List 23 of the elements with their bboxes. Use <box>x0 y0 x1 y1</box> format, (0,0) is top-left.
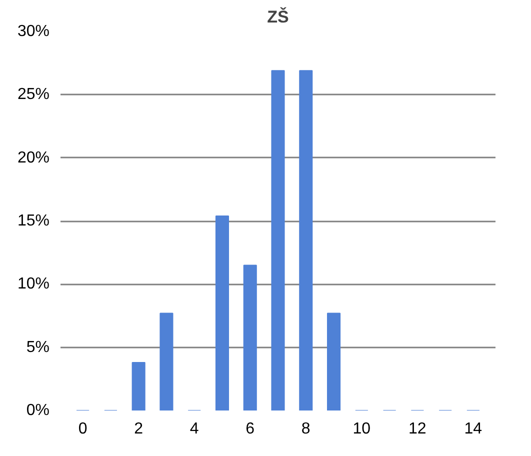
bar <box>326 312 341 410</box>
x-tick-label: 10 <box>352 420 371 438</box>
bar <box>132 362 146 410</box>
x-tick-label: 12 <box>408 420 426 438</box>
y-tick-label: 15% <box>17 212 50 230</box>
x-tick-label: 6 <box>246 420 255 438</box>
chart-title: ZŠ <box>267 6 289 26</box>
x-tick-label: 14 <box>464 420 482 438</box>
bar <box>160 312 174 410</box>
x-tick-label: 8 <box>301 420 310 438</box>
y-tick-label: 0% <box>26 402 50 419</box>
x-tick-label: 0 <box>78 420 88 438</box>
y-tick-label: 30% <box>17 23 50 40</box>
bar <box>271 70 285 410</box>
y-tick-label: 10% <box>17 276 50 293</box>
y-tick-label: 20% <box>17 149 50 166</box>
y-tick-label: 5% <box>26 338 50 356</box>
bar <box>243 264 257 410</box>
bar <box>299 70 313 410</box>
x-tick-label: 4 <box>190 420 199 438</box>
x-tick-label: 2 <box>134 420 144 438</box>
y-tick-label: 25% <box>17 86 50 104</box>
bar <box>215 215 230 410</box>
